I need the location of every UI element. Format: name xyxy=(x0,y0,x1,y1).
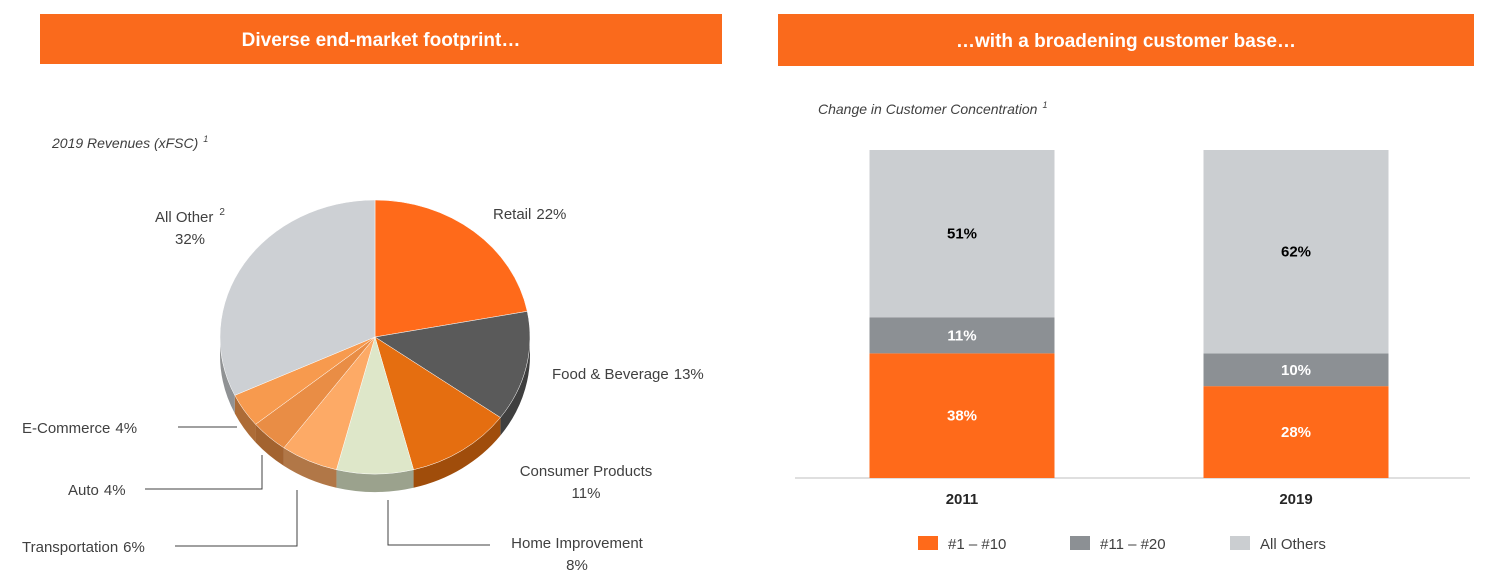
category-label: Retail xyxy=(493,206,531,223)
legend-label: #1 – #10 xyxy=(948,536,1006,553)
leader-line xyxy=(175,490,298,547)
pie-slice-side xyxy=(220,337,235,414)
slice-label: Consumer Products 11% xyxy=(520,463,653,502)
value-label: 11% xyxy=(947,327,976,344)
slice-label: Home Improvement 8% xyxy=(511,535,644,574)
category-label: E-Commerce xyxy=(22,420,110,437)
pie-slice xyxy=(219,199,376,396)
bar-segment xyxy=(869,353,1055,478)
leader-lines xyxy=(145,426,490,547)
leader-line xyxy=(387,500,490,546)
pie-slice-side xyxy=(283,447,337,488)
subtitle: Change in Customer Concentration 1 xyxy=(818,100,1047,117)
pie-slice xyxy=(374,336,501,470)
header-bar xyxy=(778,14,1474,66)
bar-segment xyxy=(1203,353,1389,387)
x-tick-label: 2019 xyxy=(1279,491,1312,508)
value-label: 28% xyxy=(1281,424,1311,441)
category-label: Home Improvement xyxy=(511,535,644,552)
value-label: 22% xyxy=(536,206,566,223)
legend-swatch xyxy=(1070,536,1090,550)
slice-label: All Other 2 32% xyxy=(155,207,225,248)
footnote: 1 xyxy=(1042,100,1047,110)
pie-slice-side xyxy=(234,395,256,443)
header-title: Diverse end-market footprint… xyxy=(242,30,521,51)
pie-slice-side xyxy=(413,417,501,488)
footnote: 1 xyxy=(203,134,208,144)
legend-label: All Others xyxy=(1260,536,1326,553)
subtitle-text: 2019 Revenues (xFSC) xyxy=(51,135,198,151)
value-label: 4% xyxy=(104,482,126,499)
bar-segment xyxy=(1203,386,1389,478)
header-bar xyxy=(40,14,722,64)
slice-label: Transportation 6% xyxy=(22,539,145,556)
header-title: …with a broadening customer base… xyxy=(956,31,1296,52)
value-label: 51% xyxy=(947,226,977,243)
bar-segment xyxy=(869,317,1055,354)
pie-slice-side xyxy=(336,469,414,493)
x-tick-label: 2011 xyxy=(946,491,979,508)
value-label: 38% xyxy=(947,408,977,425)
subtitle: 2019 Revenues (xFSC) 1 xyxy=(51,134,208,151)
legend-swatch xyxy=(1230,536,1250,550)
slice-label: Food & Beverage 13% xyxy=(552,366,704,383)
pie-slice xyxy=(374,311,531,418)
pie-slice xyxy=(374,199,528,338)
category-label: Food & Beverage xyxy=(552,366,669,383)
value-label: 4% xyxy=(115,420,137,437)
value-label: 10% xyxy=(1281,362,1311,379)
subtitle-text: Change in Customer Concentration xyxy=(818,101,1038,117)
category-label: Consumer Products xyxy=(520,463,653,480)
value-label: 13% xyxy=(674,366,704,383)
value-label: 11% xyxy=(572,485,601,502)
leader-line xyxy=(145,455,263,490)
slice-label: Retail 22% xyxy=(493,206,566,223)
pie-slice-side xyxy=(500,337,530,436)
legend-swatch xyxy=(918,536,938,550)
value-label: 62% xyxy=(1281,244,1311,261)
category-label: Auto xyxy=(68,482,99,499)
slice-label: Auto 4% xyxy=(68,482,126,499)
slice-label: E-Commerce 4% xyxy=(22,420,137,437)
footnote: 2 xyxy=(219,207,225,218)
bar-segment xyxy=(869,150,1055,318)
category-label: All Other xyxy=(155,209,213,226)
value-label: 6% xyxy=(123,539,145,556)
pie-slice-side xyxy=(255,424,284,466)
bar-segment xyxy=(1203,150,1389,354)
value-label: 32% xyxy=(175,231,205,248)
value-label: 8% xyxy=(566,557,588,574)
category-label: Transportation xyxy=(22,539,118,556)
legend-label: #11 – #20 xyxy=(1100,536,1166,553)
